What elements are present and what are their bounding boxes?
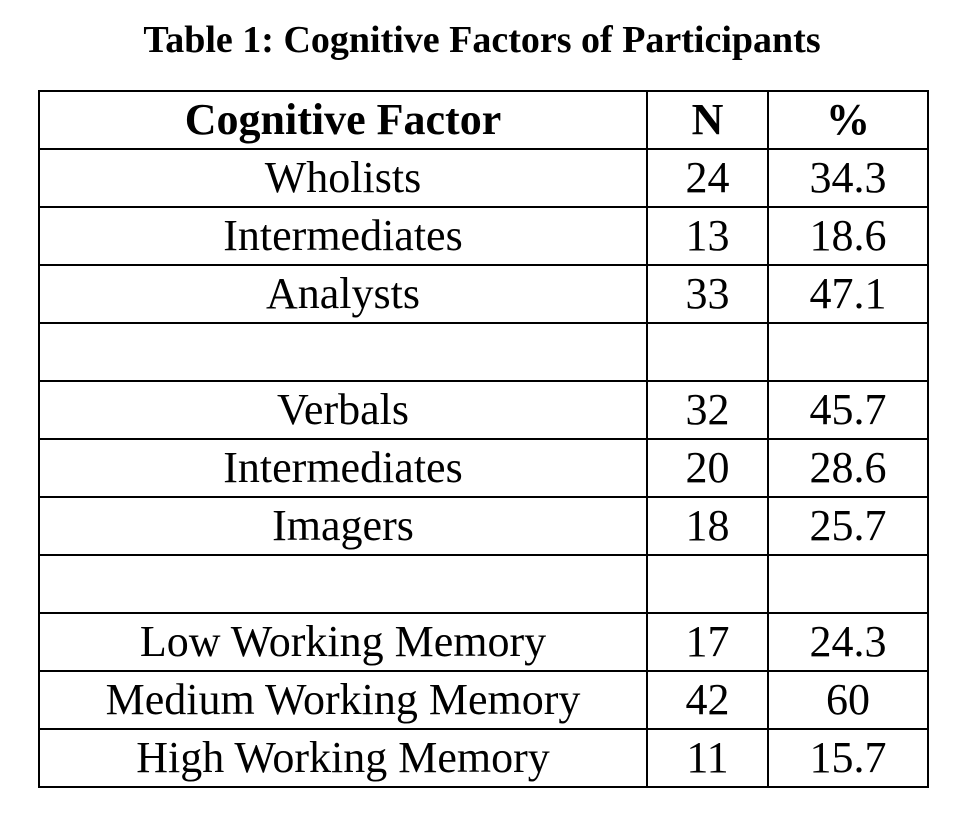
factor-cell: Imagers (38, 496, 648, 556)
table-row: Imagers 18 25.7 (38, 496, 929, 556)
cognitive-factors-table: Cognitive Factor N % Wholists 24 34.3 In… (38, 90, 929, 788)
n-cell: 11 (646, 728, 769, 788)
n-cell: 20 (646, 438, 769, 498)
percent-cell: 25.7 (767, 496, 929, 556)
factor-cell: High Working Memory (38, 728, 648, 788)
percent-cell (767, 554, 929, 614)
factor-cell: Wholists (38, 148, 648, 208)
table-caption: Table 1: Cognitive Factors of Participan… (143, 19, 821, 61)
percent-cell: 28.6 (767, 438, 929, 498)
header-percent: % (767, 90, 929, 150)
percent-cell: 24.3 (767, 612, 929, 672)
factor-cell: Verbals (38, 380, 648, 440)
header-n: N (646, 90, 769, 150)
n-cell: 42 (646, 670, 769, 730)
percent-cell: 45.7 (767, 380, 929, 440)
factor-cell: Intermediates (38, 206, 648, 266)
factor-cell (38, 554, 648, 614)
factor-cell: Intermediates (38, 438, 648, 498)
n-cell (646, 554, 769, 614)
percent-cell (767, 322, 929, 382)
table-row: Intermediates 20 28.6 (38, 438, 929, 498)
percent-cell: 18.6 (767, 206, 929, 266)
n-cell: 17 (646, 612, 769, 672)
n-cell: 24 (646, 148, 769, 208)
n-cell (646, 322, 769, 382)
n-cell: 33 (646, 264, 769, 324)
table-row: Wholists 24 34.3 (38, 148, 929, 208)
table-row: Analysts 33 47.1 (38, 264, 929, 324)
table-row: Intermediates 13 18.6 (38, 206, 929, 266)
table-row: Low Working Memory 17 24.3 (38, 612, 929, 672)
spacer-row (38, 322, 929, 382)
percent-cell: 60 (767, 670, 929, 730)
factor-cell: Analysts (38, 264, 648, 324)
n-cell: 13 (646, 206, 769, 266)
spacer-row (38, 554, 929, 614)
table-row: Verbals 32 45.7 (38, 380, 929, 440)
table-row: Medium Working Memory 42 60 (38, 670, 929, 730)
n-cell: 32 (646, 380, 769, 440)
factor-cell: Medium Working Memory (38, 670, 648, 730)
header-row: Cognitive Factor N % (38, 90, 929, 150)
factor-cell (38, 322, 648, 382)
n-cell: 18 (646, 496, 769, 556)
percent-cell: 15.7 (767, 728, 929, 788)
header-cognitive-factor: Cognitive Factor (38, 90, 648, 150)
table-row: High Working Memory 11 15.7 (38, 728, 929, 788)
percent-cell: 47.1 (767, 264, 929, 324)
factor-cell: Low Working Memory (38, 612, 648, 672)
percent-cell: 34.3 (767, 148, 929, 208)
